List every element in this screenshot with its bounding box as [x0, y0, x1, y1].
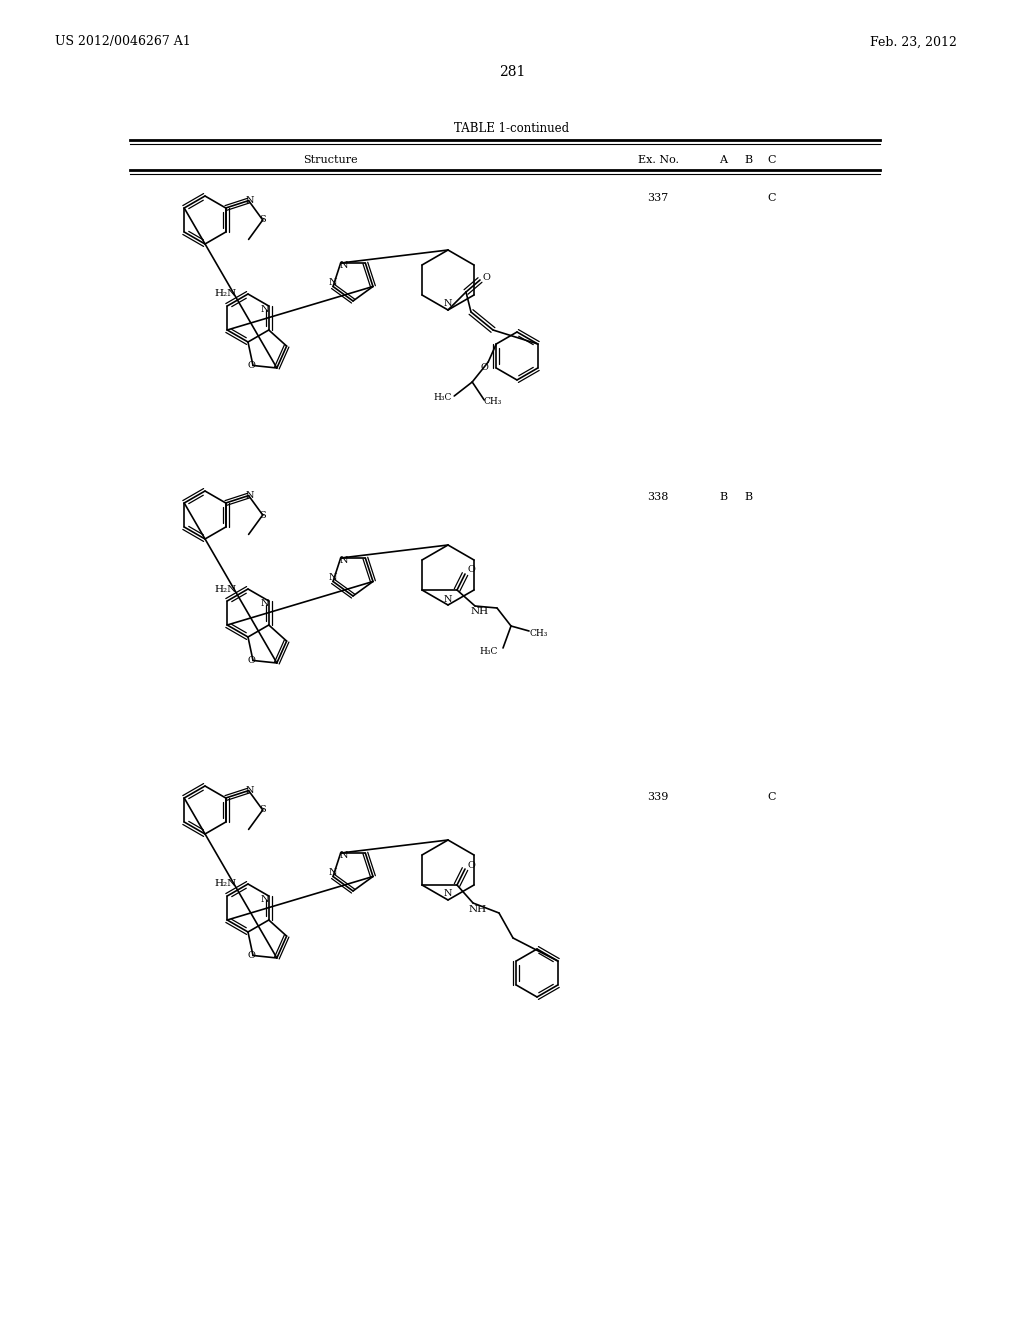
Text: H₃C: H₃C	[480, 648, 499, 656]
Text: O: O	[480, 363, 488, 371]
Text: B: B	[719, 492, 727, 502]
Text: 337: 337	[647, 193, 669, 203]
Text: C: C	[768, 154, 776, 165]
Text: N: N	[260, 599, 269, 609]
Text: B: B	[744, 492, 752, 502]
Text: N: N	[329, 869, 337, 876]
Text: N: N	[246, 787, 254, 795]
Text: H₃C: H₃C	[433, 393, 452, 403]
Text: N: N	[443, 890, 453, 899]
Text: 338: 338	[647, 492, 669, 502]
Text: N: N	[246, 197, 254, 205]
Text: 281: 281	[499, 65, 525, 79]
Text: N: N	[329, 279, 337, 286]
Text: CH₃: CH₃	[483, 397, 502, 407]
Text: H₂N: H₂N	[215, 289, 238, 298]
Text: N: N	[339, 260, 348, 269]
Text: S: S	[259, 511, 266, 520]
Text: NH: NH	[469, 904, 487, 913]
Text: O: O	[247, 360, 255, 370]
Text: Feb. 23, 2012: Feb. 23, 2012	[870, 36, 956, 49]
Text: H₂N: H₂N	[215, 585, 238, 594]
Text: Ex. No.: Ex. No.	[638, 154, 679, 165]
Text: B: B	[744, 154, 752, 165]
Text: N: N	[260, 305, 269, 314]
Text: S: S	[259, 805, 266, 814]
Text: O: O	[467, 565, 475, 574]
Text: O: O	[467, 861, 475, 870]
Text: TABLE 1-continued: TABLE 1-continued	[455, 121, 569, 135]
Text: N: N	[329, 573, 337, 582]
Text: US 2012/0046267 A1: US 2012/0046267 A1	[55, 36, 190, 49]
Text: N: N	[246, 491, 254, 500]
Text: S: S	[259, 215, 266, 224]
Text: Structure: Structure	[303, 154, 357, 165]
Text: H₂N: H₂N	[215, 879, 238, 888]
Text: NH: NH	[471, 606, 489, 615]
Text: O: O	[247, 656, 255, 665]
Text: O: O	[247, 950, 255, 960]
Text: A: A	[719, 154, 727, 165]
Text: 339: 339	[647, 792, 669, 803]
Text: N: N	[260, 895, 269, 903]
Text: C: C	[768, 792, 776, 803]
Text: O: O	[482, 272, 489, 281]
Text: N: N	[339, 850, 348, 859]
Text: N: N	[443, 594, 453, 603]
Text: C: C	[768, 193, 776, 203]
Text: CH₃: CH₃	[529, 628, 548, 638]
Text: N: N	[339, 556, 348, 565]
Text: N: N	[443, 300, 453, 309]
